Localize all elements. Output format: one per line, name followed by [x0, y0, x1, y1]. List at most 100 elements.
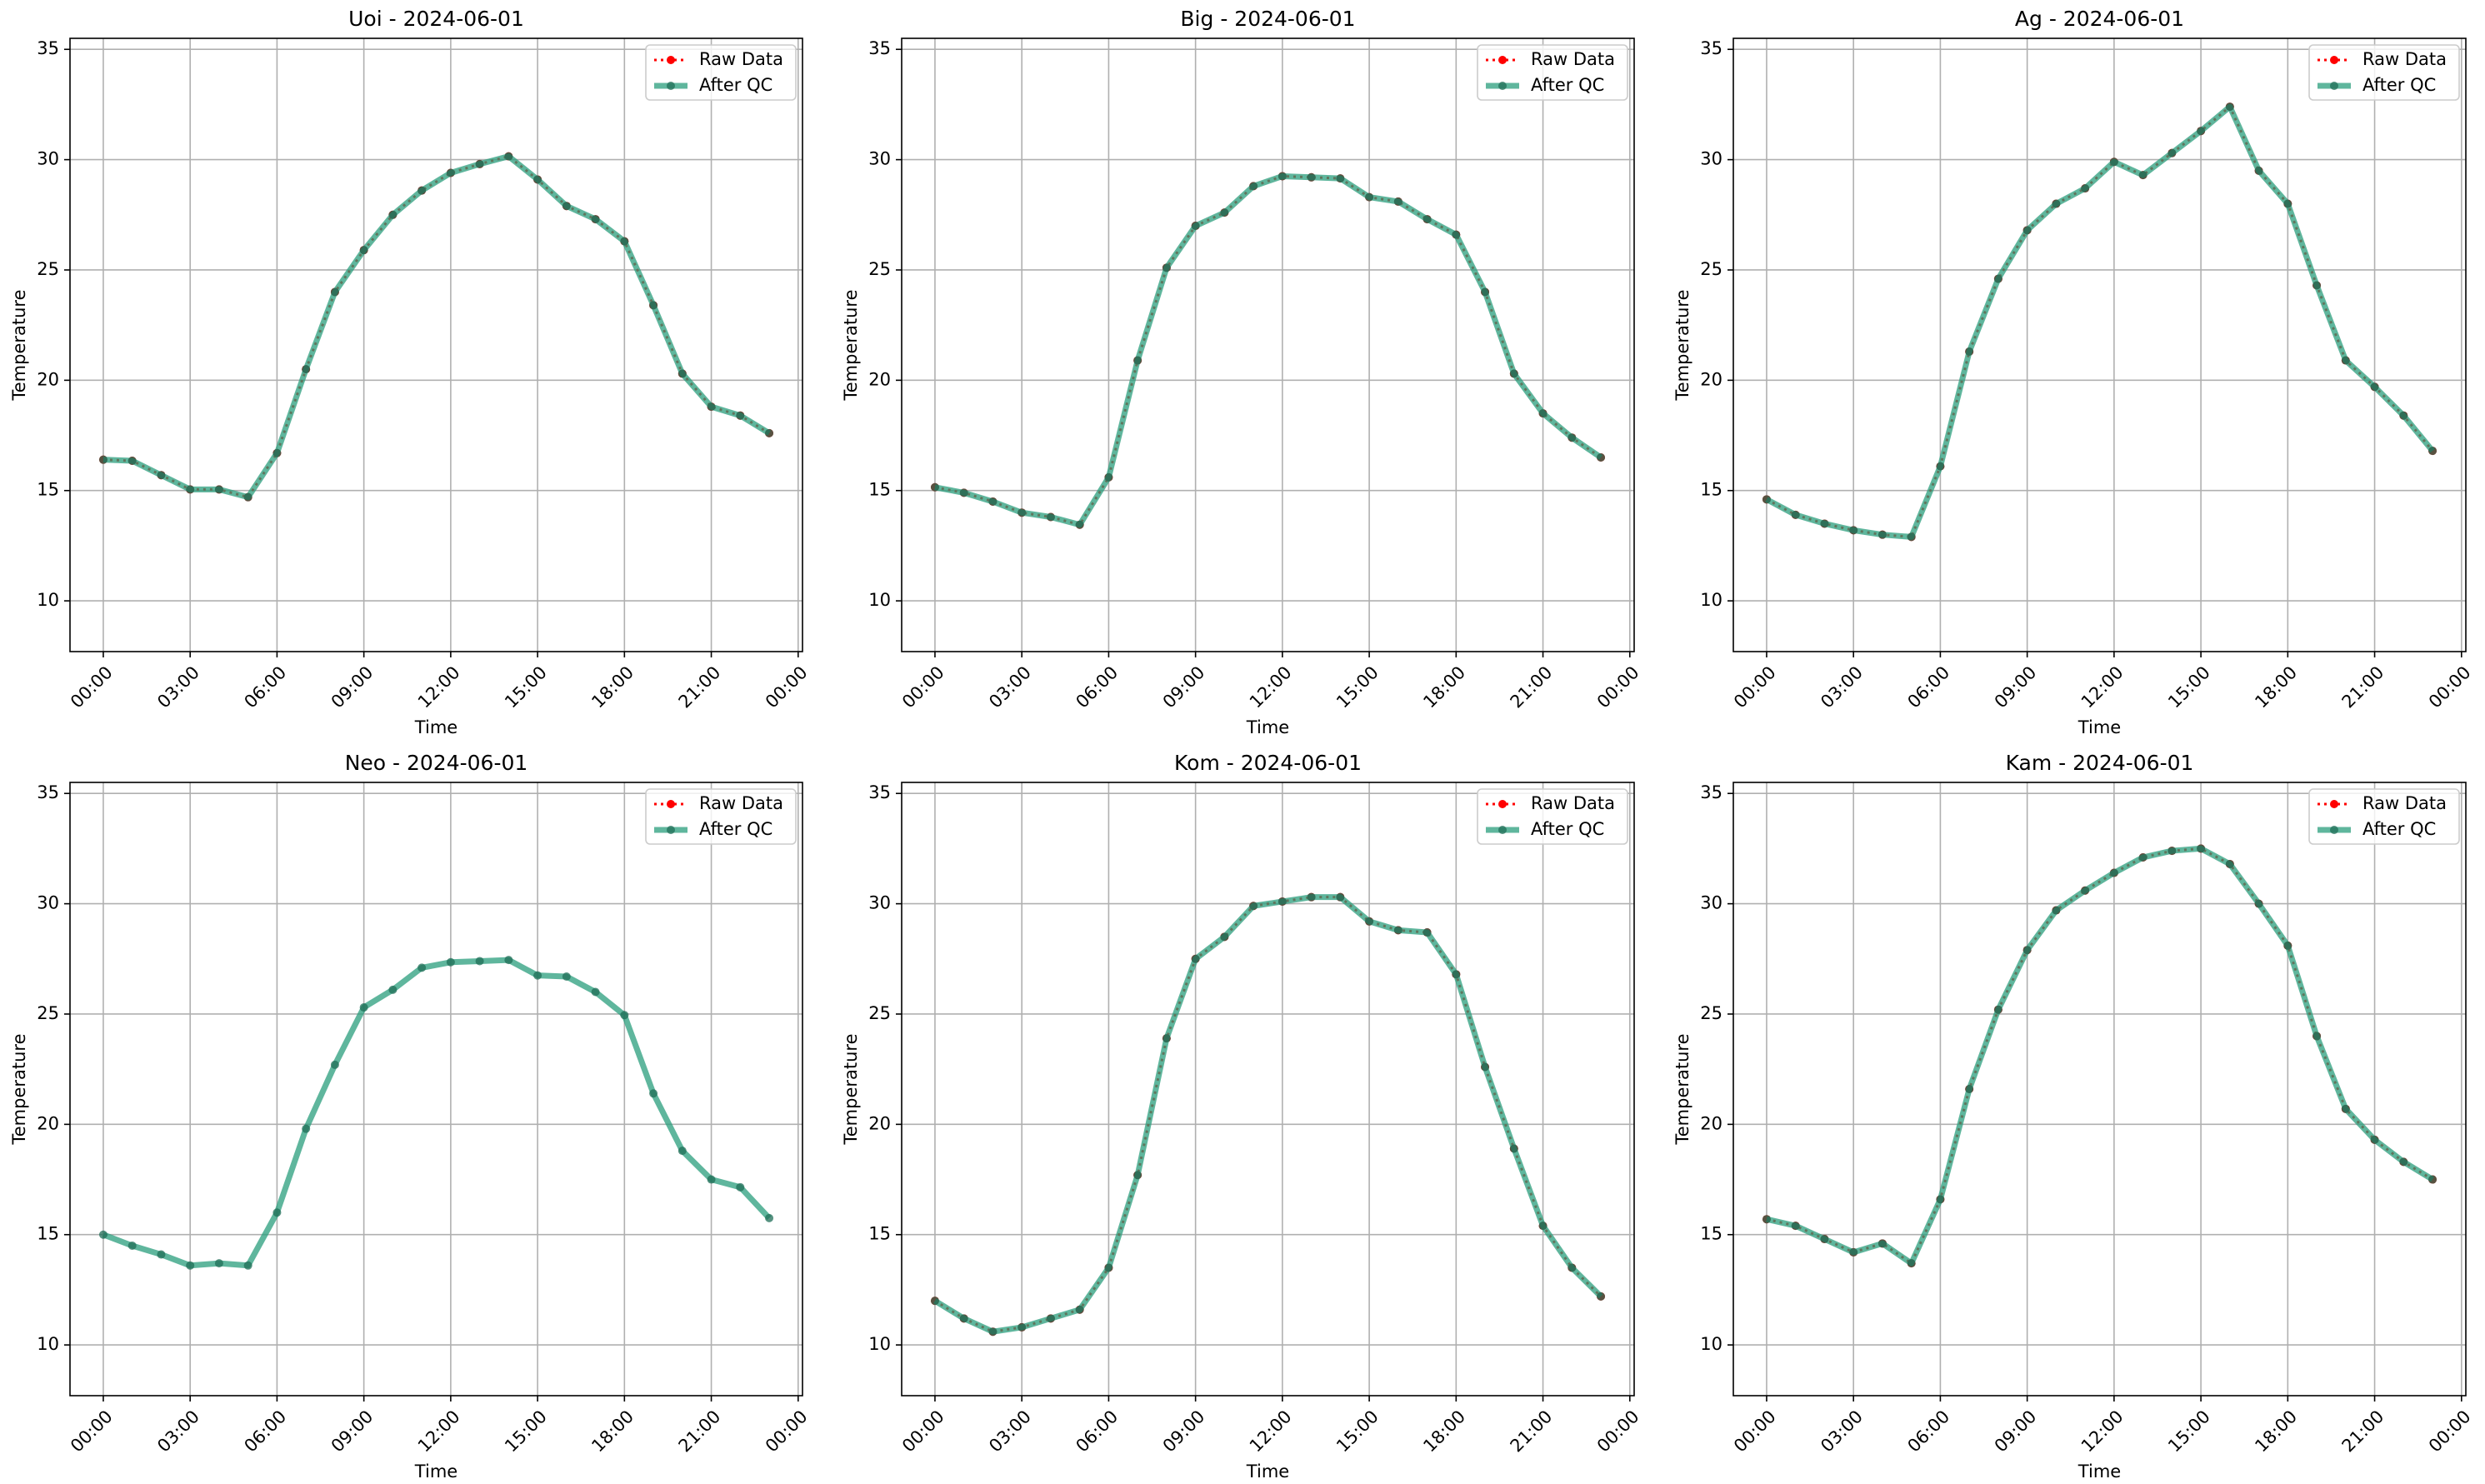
qc-marker: [1452, 230, 1461, 239]
x-tick-label: 15:00: [501, 1407, 551, 1457]
qc-marker: [1133, 1171, 1142, 1180]
qc-marker: [1018, 508, 1027, 517]
x-axis-label: Time: [1246, 717, 1289, 737]
qc-marker: [2428, 447, 2438, 456]
y-axis-label: Temperature: [9, 289, 29, 401]
qc-marker: [1075, 1305, 1084, 1314]
qc-marker: [1597, 1292, 1606, 1301]
x-tick-label: 03:00: [1817, 662, 1867, 712]
x-tick-label: 00:00: [762, 1407, 812, 1457]
y-tick-label: 35: [1700, 38, 1722, 58]
qc-marker: [359, 1003, 368, 1012]
y-axis-label: Temperature: [1672, 289, 1692, 401]
axes-frame: [1732, 37, 2467, 652]
qc-marker: [930, 1297, 939, 1306]
qc-marker: [736, 411, 745, 420]
y-tick-label: 25: [37, 1003, 59, 1023]
chart-title: Ag - 2024-06-01: [2015, 7, 2184, 31]
raw-line: [102, 155, 770, 499]
qc-marker: [1481, 1062, 1490, 1072]
subplot: Kom - 2024-06-01 10 15 20 25 30 35 00:00 03:00 06…: [841, 751, 1643, 1482]
y-tick-label: 10: [1700, 1334, 1722, 1354]
qc-marker: [1278, 172, 1287, 181]
qc-marker: [186, 1261, 195, 1270]
qc-marker: [504, 152, 513, 161]
qc-marker: [1133, 356, 1142, 365]
x-tick-label: 09:00: [328, 1407, 378, 1457]
qc-marker: [1278, 897, 1287, 906]
qc-marker: [302, 1124, 311, 1133]
qc-marker: [2109, 157, 2118, 167]
y-tick-label: 15: [868, 480, 891, 500]
x-axis-label: Time: [414, 717, 458, 737]
legend-label: After QC: [2362, 75, 2436, 95]
qc-marker: [707, 1175, 716, 1184]
x-tick-label: 03:00: [985, 662, 1035, 712]
qc-marker: [1046, 512, 1055, 522]
x-tick-label: 09:00: [1159, 662, 1209, 712]
raw-line: [1766, 847, 2433, 1265]
x-axis-label: Time: [414, 1462, 458, 1482]
legend-label: Raw Data: [699, 49, 783, 69]
qc-marker: [1791, 1222, 1800, 1231]
qc-marker: [1336, 174, 1345, 183]
qc-marker: [1791, 510, 1800, 519]
qc-marker: [128, 1241, 137, 1250]
qc-line: [102, 153, 771, 501]
qc-marker: [2052, 906, 2061, 915]
qc-marker: [2197, 844, 2206, 853]
x-tick-label: 21:00: [2338, 1407, 2388, 1457]
legend: Raw Data After QC: [1477, 788, 1628, 845]
x-tick-label: 18:00: [588, 662, 638, 712]
qc-marker: [1849, 526, 1858, 535]
qc-marker: [988, 1327, 998, 1337]
x-tick-label: 03:00: [153, 1407, 203, 1457]
y-tick-label: 20: [868, 369, 891, 389]
chart-title: Neo - 2024-06-01: [345, 751, 528, 775]
qc-marker: [2312, 1032, 2322, 1041]
qc-marker: [214, 1259, 223, 1268]
y-tick-label: 35: [868, 38, 891, 58]
qc-marker: [1365, 192, 1374, 202]
x-tick-label: 12:00: [2078, 1407, 2128, 1457]
qc-marker: [2168, 148, 2177, 157]
y-tick-label: 15: [37, 480, 59, 500]
qc-marker: [128, 456, 137, 465]
x-tick-label: 03:00: [985, 1407, 1035, 1457]
qc-marker: [988, 497, 998, 506]
legend-marker: [1498, 826, 1507, 834]
qc-marker: [1849, 1247, 1858, 1257]
qc-marker: [243, 492, 252, 502]
y-tick-label: 10: [868, 1334, 891, 1354]
legend-marker: [2330, 826, 2338, 834]
qc-marker: [2254, 899, 2263, 908]
subplot: Uoi - 2024-06-01 10 15 20 25 30 35 00:00 03:00 06…: [9, 7, 812, 737]
qc-marker: [1162, 263, 1171, 272]
legend-marker: [667, 826, 675, 834]
y-tick-label: 20: [37, 1113, 59, 1133]
qc-marker: [2168, 847, 2177, 856]
y-axis-label: Temperature: [841, 1033, 861, 1145]
x-tick-label: 06:00: [1903, 1407, 1953, 1457]
x-tick-label: 00:00: [2425, 1407, 2475, 1457]
subplot: Kam - 2024-06-01 10 15 20 25 30 35 00:00 03:00 06…: [1672, 751, 2475, 1482]
x-tick-label: 00:00: [1593, 1407, 1643, 1457]
qc-marker: [1220, 932, 1229, 942]
legend-label: Raw Data: [2362, 793, 2447, 813]
y-tick-label: 15: [868, 1224, 891, 1244]
x-tick-label: 21:00: [2338, 662, 2388, 712]
plot-lines: [930, 892, 1606, 1337]
y-tick-label: 25: [1700, 1003, 1722, 1023]
qc-marker: [157, 1250, 166, 1259]
y-tick-label: 15: [37, 1224, 59, 1244]
x-tick-label: 06:00: [240, 1407, 290, 1457]
x-tick-label: 00:00: [898, 662, 948, 712]
legend-label: Raw Data: [1531, 793, 1615, 813]
qc-marker: [2022, 946, 2032, 955]
x-tick-label: 15:00: [2164, 1407, 2214, 1457]
y-tick-label: 25: [868, 259, 891, 279]
qc-marker: [1422, 215, 1432, 224]
qc-marker: [1220, 208, 1229, 217]
qc-marker: [1191, 954, 1200, 963]
qc-marker: [272, 448, 282, 457]
